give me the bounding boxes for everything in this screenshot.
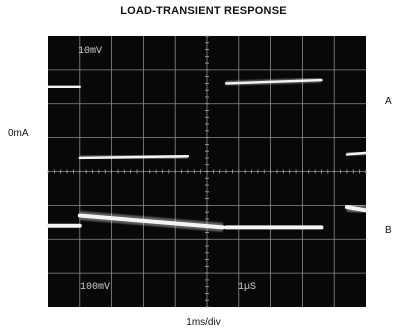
trace-a-segment — [224, 78, 323, 85]
chart-title: LOAD-TRANSIENT RESPONSE — [120, 5, 287, 17]
level-label: 0mA — [8, 128, 29, 139]
scale-label-bottom-center: 1µS — [238, 282, 256, 293]
scale-label-bottom-left: 100mV — [80, 282, 110, 293]
x-axis-label: 1ms/div — [186, 317, 221, 328]
trace-a-segment — [78, 155, 190, 160]
trace-a-segment — [345, 151, 368, 156]
scale-label-top-left: 10mV — [78, 46, 102, 57]
trace-b-segment — [344, 205, 368, 213]
channel-label-b: B — [385, 225, 392, 236]
trace-b-segment — [77, 213, 225, 230]
channel-label-a: A — [385, 96, 392, 107]
scope-traces — [46, 77, 368, 232]
